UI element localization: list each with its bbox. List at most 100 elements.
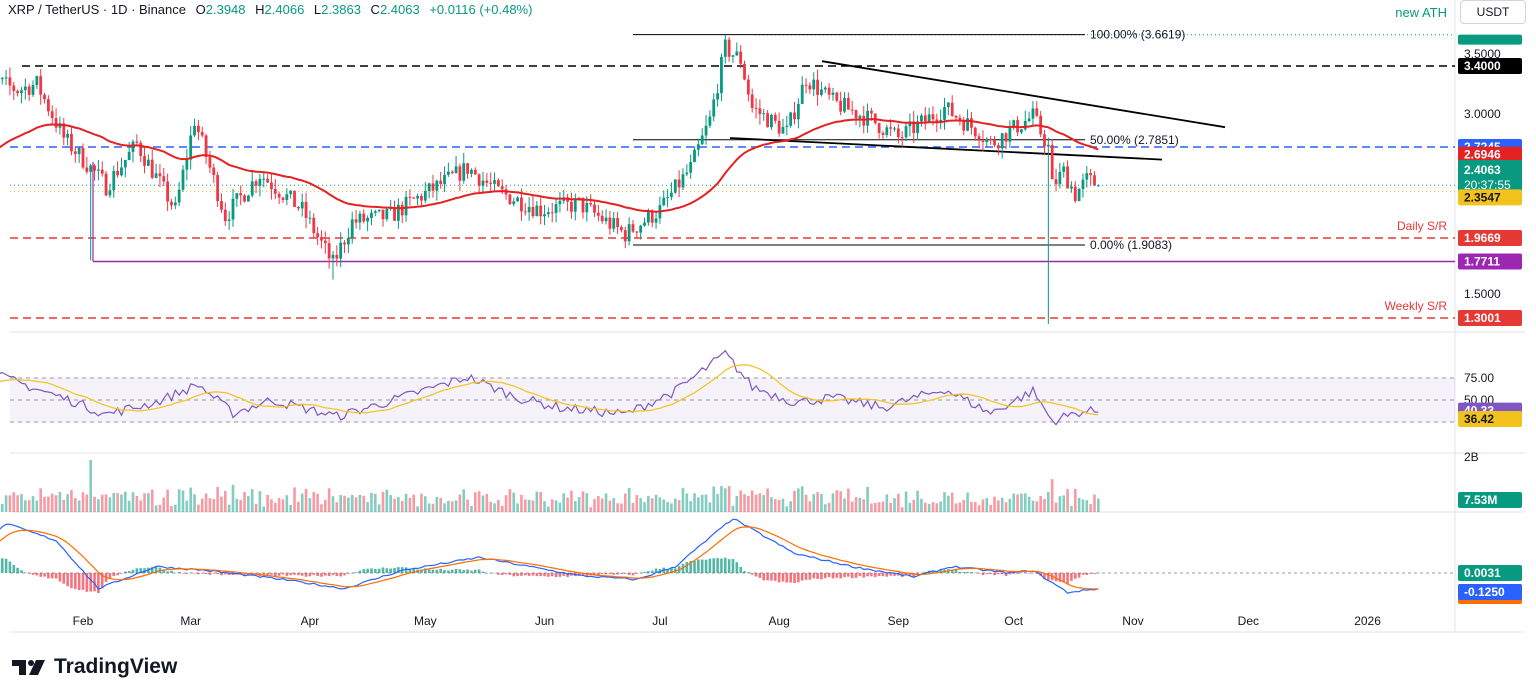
macd-histogram-bar <box>835 573 839 578</box>
x-axis-tick-label: Mar <box>180 614 201 628</box>
macd-histogram-bar <box>877 573 881 576</box>
macd-histogram-bar <box>581 573 585 576</box>
volume-bar <box>858 497 862 512</box>
candle-body <box>439 180 443 185</box>
macd-histogram-bar <box>766 573 769 581</box>
macd-histogram-bar <box>47 573 50 579</box>
volume-bar <box>270 499 273 512</box>
volume-bar <box>850 501 854 512</box>
x-axis-tick-label: Aug <box>768 614 789 628</box>
macd-histogram-bar <box>8 561 12 573</box>
candle-body <box>766 113 769 128</box>
volume-bar <box>650 498 654 512</box>
macd-histogram-bar <box>797 573 800 583</box>
candle-body <box>835 92 839 101</box>
candle-body <box>496 180 500 187</box>
candle-body <box>339 242 343 259</box>
volume-bar <box>1070 505 1073 512</box>
level-badge-1-9669: 1.9669 <box>1464 231 1501 245</box>
macd-histogram-bar <box>108 573 112 579</box>
volume-bar <box>581 491 585 512</box>
macd-histogram-bar <box>758 573 762 578</box>
fib-level-label: 50.00% (2.7851) <box>1090 133 1179 147</box>
macd-histogram-bar <box>731 558 735 573</box>
macd-histogram-bar <box>820 573 823 580</box>
volume-bar <box>920 498 923 512</box>
macd-histogram-bar <box>243 573 246 577</box>
candle-body <box>512 201 516 205</box>
volume-bar <box>339 495 342 512</box>
candle-body <box>943 107 946 120</box>
macd-histogram-bar <box>1054 573 1058 582</box>
volume-bar <box>723 488 727 512</box>
macd-histogram-bar <box>470 570 473 573</box>
macd-histogram-bar <box>523 573 527 576</box>
candle-body <box>235 193 239 199</box>
volume-bar <box>327 488 331 512</box>
candle-body <box>450 171 454 174</box>
macd-histogram-bar <box>208 573 212 575</box>
volume-bar <box>770 497 773 512</box>
macd-histogram-bar <box>950 569 954 573</box>
macd-histogram-bar <box>20 570 23 573</box>
x-axis-tick-label: 2026 <box>1354 614 1381 628</box>
volume-bar <box>116 493 119 512</box>
macd-histogram-bar <box>566 573 569 577</box>
volume-bar <box>927 503 931 512</box>
candle-body <box>258 178 262 186</box>
volume-bar <box>900 507 904 512</box>
volume-bar <box>331 496 335 512</box>
volume-bar <box>985 498 989 512</box>
volume-bar <box>243 492 246 512</box>
macd-histogram-bar <box>1070 573 1073 581</box>
macd-histogram-bar <box>489 572 492 574</box>
volume-bar <box>154 505 158 512</box>
macd-histogram-bar <box>85 573 89 592</box>
volume-bar <box>108 497 112 512</box>
candle-body <box>408 196 412 198</box>
volume-bar <box>739 490 742 512</box>
candle-body <box>989 138 993 141</box>
macd-histogram-bar <box>754 573 758 577</box>
candle-body <box>396 204 400 221</box>
macd-histogram-bar <box>831 573 835 579</box>
macd-histogram-bar <box>481 571 485 573</box>
volume-bar <box>689 501 692 512</box>
candle-body <box>23 86 27 91</box>
volume-bar <box>885 494 889 512</box>
macd-histogram-bar <box>289 573 292 576</box>
candle-body <box>916 121 919 134</box>
candle-body <box>481 180 485 186</box>
volume-bar <box>1039 495 1042 512</box>
candle-body <box>1093 175 1096 186</box>
volume-bar <box>623 493 627 512</box>
macd-histogram-bar <box>350 572 354 574</box>
candle-body <box>920 115 923 122</box>
candle-body <box>654 218 658 223</box>
volume-bar <box>93 496 96 512</box>
volume-bar <box>485 493 489 512</box>
macd-histogram-bar <box>216 573 219 575</box>
macd-histogram-bar <box>1066 573 1069 584</box>
candle-body <box>404 196 408 216</box>
macd-histogram-bar <box>224 573 227 575</box>
tradingview-logo-icon <box>12 660 45 675</box>
macd-histogram-bar <box>116 573 119 576</box>
candle-body <box>516 197 519 202</box>
macd-histogram-bar <box>435 569 439 573</box>
volume-bar <box>124 491 127 512</box>
candle-body <box>443 174 446 185</box>
symbol-title[interactable]: XRP / TetherUS · 1D · Binance <box>8 2 186 17</box>
currency-selector[interactable]: USDT <box>1460 0 1526 24</box>
macd-histogram-bar <box>120 573 123 574</box>
volume-bar <box>808 501 812 512</box>
volume-bar <box>500 505 504 512</box>
volume-bar <box>1054 502 1058 512</box>
macd-histogram-bar <box>70 573 73 589</box>
daily-sr-label: Daily S/R <box>1397 219 1447 233</box>
candle-body <box>346 238 350 245</box>
candle-body <box>96 169 100 171</box>
volume-bar <box>200 498 204 512</box>
volume-bar <box>989 504 992 512</box>
